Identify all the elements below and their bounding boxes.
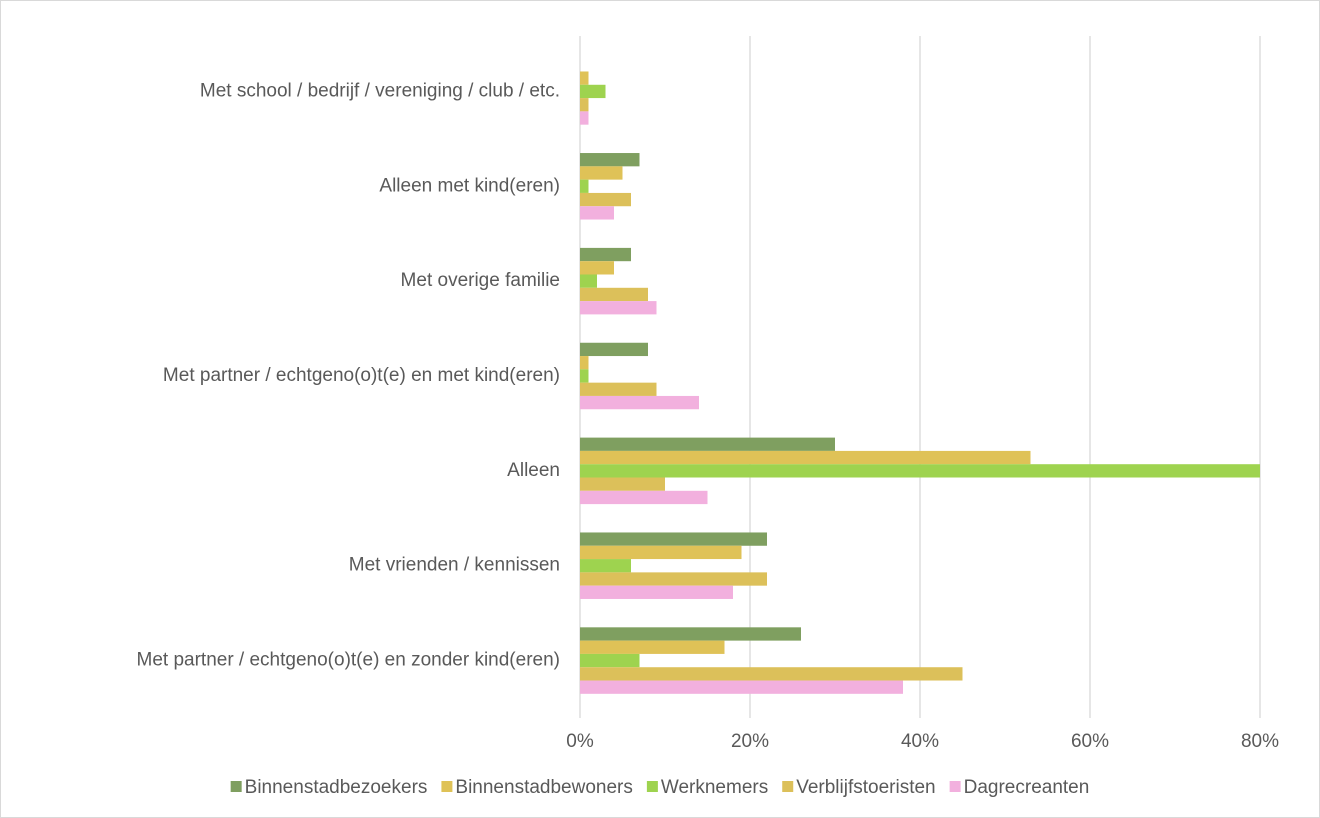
bar [580, 247, 631, 262]
bar [580, 179, 589, 193]
legend-label: Dagrecreanten [964, 777, 1090, 798]
y-tick-label: Met school / bedrijf / vereniging / club… [200, 80, 560, 101]
bar [580, 450, 1031, 465]
x-tick-label: 0% [566, 731, 594, 752]
bar [580, 287, 648, 302]
bar [580, 653, 640, 668]
bar [580, 356, 589, 370]
y-tick-label: Met partner / echtgeno(o)t(e) en zonder … [137, 650, 561, 671]
bar [580, 667, 963, 681]
legend-label: Verblijfstoeristen [796, 777, 935, 798]
bar [580, 111, 589, 125]
bar [580, 477, 665, 491]
bar [580, 585, 733, 599]
bar [580, 395, 699, 410]
bar [580, 98, 589, 112]
bar [580, 490, 708, 505]
x-tick-label: 80% [1241, 731, 1279, 752]
bar [580, 206, 614, 220]
y-tick-label: Met vrienden / kennissen [349, 555, 560, 576]
bar [580, 640, 725, 654]
bar [580, 84, 606, 99]
bar [580, 545, 742, 560]
bar [580, 627, 801, 641]
bar [580, 532, 767, 546]
bar [580, 680, 903, 694]
y-tick-label: Met partner / echtgeno(o)t(e) en met kin… [163, 365, 560, 386]
bar [580, 437, 835, 451]
bar [580, 572, 767, 586]
bar [580, 261, 614, 275]
legend-swatch [441, 781, 453, 792]
x-tick-label: 20% [731, 731, 769, 752]
bar [580, 153, 640, 167]
bar [580, 369, 589, 383]
bar [580, 382, 657, 396]
bar [580, 192, 631, 207]
legend-swatch [230, 781, 242, 792]
legend-swatch [782, 781, 794, 792]
y-tick-label: Alleen [507, 460, 560, 481]
legend-swatch [646, 781, 658, 792]
bar [580, 274, 597, 288]
legend-swatch [949, 781, 961, 792]
bar [580, 166, 623, 180]
y-tick-label: Alleen met kind(eren) [379, 175, 560, 196]
bar [580, 71, 589, 85]
legend-label: Werknemers [661, 777, 768, 798]
legend-label: Binnenstadbewoners [455, 777, 632, 798]
x-tick-label: 60% [1071, 731, 1109, 752]
bar [580, 559, 631, 573]
x-tick-label: 40% [901, 731, 939, 752]
bar [580, 342, 648, 357]
bar [580, 301, 657, 315]
bar [580, 464, 1260, 478]
y-tick-label: Met overige familie [401, 270, 560, 291]
legend-label: Binnenstadbezoekers [245, 777, 428, 798]
